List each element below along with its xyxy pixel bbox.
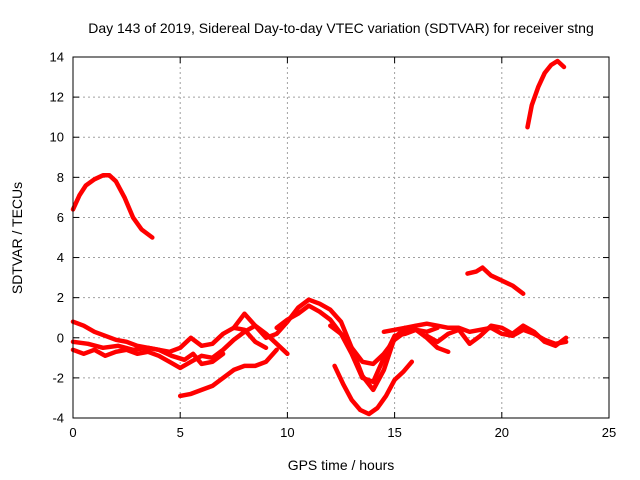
x-tick-label: 15 <box>387 425 401 440</box>
series-line-arc-10 <box>328 323 419 367</box>
x-tick-label: 10 <box>280 425 294 440</box>
series-line-arc-9 <box>274 303 451 385</box>
y-tick-label: 2 <box>57 290 64 305</box>
y-tick-label: 8 <box>57 170 64 185</box>
chart-title: Day 143 of 2019, Sidereal Day-to-day VTE… <box>88 20 594 36</box>
x-tick-label: 20 <box>495 425 509 440</box>
x-tick-label: 25 <box>602 425 616 440</box>
y-axis-label: SDTVAR / TECUs <box>9 182 25 294</box>
series-line-arc-5 <box>70 323 290 371</box>
plot-frame <box>72 56 610 419</box>
series-line-arc-1 <box>70 173 155 240</box>
x-axis-label: GPS time / hours <box>288 457 395 473</box>
x-tick-label: 5 <box>177 425 184 440</box>
y-tick-label: 4 <box>57 250 64 265</box>
series-line-arc-13 <box>424 323 569 349</box>
series-line-arc-2 <box>465 265 526 296</box>
y-tick-label: -2 <box>52 370 64 385</box>
y-tick-label: 14 <box>50 50 64 65</box>
x-tick-label: 0 <box>69 425 76 440</box>
y-tick-label: -4 <box>52 411 64 426</box>
y-tick-label: 12 <box>50 90 64 105</box>
series-line-arc-7 <box>177 347 279 399</box>
y-tick-label: 0 <box>57 330 64 345</box>
y-tick-label: 6 <box>57 210 64 225</box>
y-tick-label: 10 <box>50 130 64 145</box>
series-line-arc-6 <box>70 339 226 367</box>
series-line-arc-3 <box>525 58 567 130</box>
series-line-arc-11 <box>332 359 415 417</box>
